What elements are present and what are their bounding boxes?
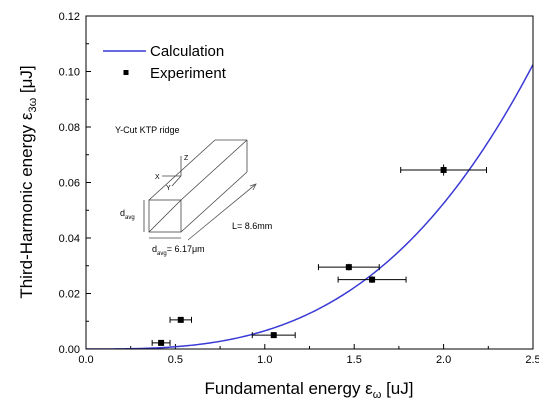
plot-frame [85, 15, 534, 350]
legend-label-experiment: Experiment [150, 65, 227, 82]
inset-title: Y-Cut KTP ridge [115, 125, 180, 135]
calculation-curve [86, 64, 533, 349]
length-arrowhead [249, 183, 257, 191]
experiment-point [169, 316, 192, 323]
experiment-point [317, 263, 380, 271]
y-axis-title: Third-Harmonic energy ε3ω [μJ] [17, 65, 39, 298]
x-tick-label: 2.5 [525, 354, 539, 366]
ridge-drawing [143, 139, 257, 241]
y-axis-unit: [μJ] [17, 65, 36, 97]
experiment-marker [177, 316, 184, 323]
experiment-marker [158, 339, 165, 346]
experiment-marker [270, 332, 277, 339]
y-tick-label: 0.02 [59, 289, 80, 301]
x-tick-label: 2.0 [436, 354, 451, 366]
x-axis-title: Fundamental energy εω [uJ] [205, 379, 414, 399]
experiment-point [400, 164, 488, 176]
inset-axis-z: Z [184, 155, 189, 162]
inset-width-label: davg= 6.17μm [152, 244, 205, 257]
y-axis-subscript: 3ω [27, 97, 39, 112]
y-tick-label: 0.04 [59, 233, 80, 245]
ridge-diagonal [148, 199, 182, 233]
experiment-marker [440, 167, 447, 174]
legend: Calculation Experiment [103, 43, 227, 82]
y-tick-label: 0.10 [59, 67, 80, 79]
y-tick-label: 0.00 [59, 344, 80, 356]
inset-axis-y: Y [166, 185, 171, 192]
legend-label-calculation: Calculation [150, 43, 224, 60]
x-axis-unit: [uJ] [381, 379, 413, 398]
ridge-edge [180, 171, 248, 233]
x-tick-label: 0.0 [78, 354, 93, 366]
experiment-marker [345, 264, 352, 271]
inset-height-label: davg [120, 208, 135, 221]
y-tick-label: 0.08 [59, 122, 80, 134]
x-tick-label: 1.5 [347, 354, 362, 366]
ridge-front-face [148, 199, 182, 233]
experiment-point [151, 339, 171, 346]
y-tick-label: 0.12 [59, 11, 80, 23]
inset-diagram: Y-Cut KTP ridge Z X Y davg davg= 6.17μm … [115, 125, 272, 257]
x-tick-label: 0.5 [168, 354, 183, 366]
legend-marker-experiment [123, 70, 129, 75]
y-axis-arrow [171, 175, 182, 187]
x-axis-subscript: ω [373, 389, 382, 399]
experiment-point [251, 332, 296, 339]
length-arrow [187, 183, 257, 241]
y-tick-label: 0.06 [59, 178, 80, 190]
experiment-point [337, 276, 407, 283]
inset-length-label: L= 8.6mm [232, 221, 272, 231]
ridge-edge [148, 139, 216, 201]
ridge-edge [180, 139, 248, 201]
x-tick-label: 1.0 [257, 354, 272, 366]
inset-axis-x: X [155, 174, 160, 181]
experiment-marker [369, 276, 376, 283]
